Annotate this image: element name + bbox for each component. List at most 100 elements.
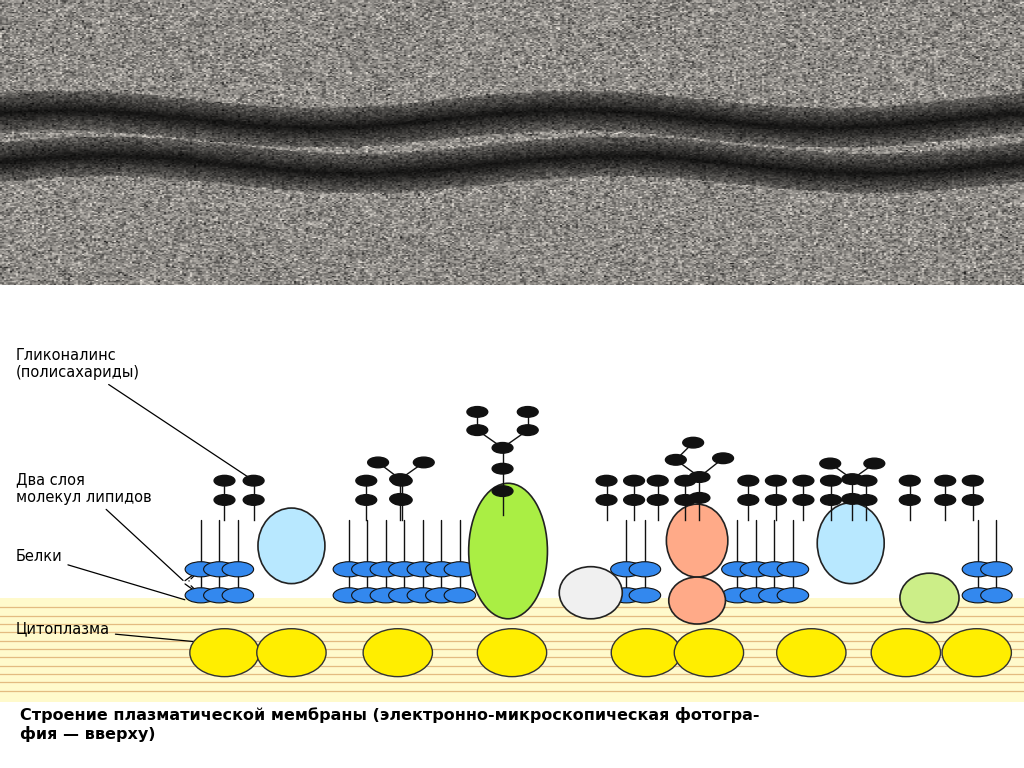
Ellipse shape <box>517 425 539 435</box>
Ellipse shape <box>689 492 710 503</box>
Text: Белки: Белки <box>15 549 184 600</box>
Ellipse shape <box>258 508 325 584</box>
Ellipse shape <box>493 463 513 474</box>
Ellipse shape <box>222 561 254 577</box>
Text: Цитоплазма: Цитоплазма <box>15 622 198 642</box>
Ellipse shape <box>493 442 513 453</box>
Ellipse shape <box>674 629 743 677</box>
Ellipse shape <box>426 561 457 577</box>
Ellipse shape <box>629 561 660 577</box>
Text: Два слоя
молекул липидов: Два слоя молекул липидов <box>15 472 183 581</box>
Ellipse shape <box>444 588 475 603</box>
Ellipse shape <box>222 588 254 603</box>
Ellipse shape <box>333 561 365 577</box>
Ellipse shape <box>477 629 547 677</box>
Ellipse shape <box>517 406 539 417</box>
Ellipse shape <box>467 425 487 435</box>
Ellipse shape <box>981 561 1012 577</box>
Ellipse shape <box>596 495 616 505</box>
Ellipse shape <box>777 588 809 603</box>
Ellipse shape <box>647 495 668 505</box>
Ellipse shape <box>963 588 993 603</box>
Ellipse shape <box>667 504 728 577</box>
Ellipse shape <box>935 495 955 505</box>
Ellipse shape <box>414 457 434 468</box>
Ellipse shape <box>356 495 377 505</box>
Ellipse shape <box>408 561 438 577</box>
Ellipse shape <box>467 406 487 417</box>
Ellipse shape <box>426 588 457 603</box>
Bar <box>0 598 1024 702</box>
Ellipse shape <box>675 475 695 486</box>
Ellipse shape <box>444 561 475 577</box>
Ellipse shape <box>244 495 264 505</box>
Ellipse shape <box>370 561 401 577</box>
Ellipse shape <box>942 629 1012 677</box>
Ellipse shape <box>722 588 754 603</box>
Ellipse shape <box>766 495 786 505</box>
Text: Строение плазматической мембраны (электронно-микроскопическая фотогра-
фия — вве: Строение плазматической мембраны (электр… <box>20 707 760 742</box>
Ellipse shape <box>214 475 234 486</box>
Ellipse shape <box>596 475 616 486</box>
Ellipse shape <box>244 475 264 486</box>
Ellipse shape <box>871 629 940 677</box>
Text: Гликоналинс
(полисахариды): Гликоналинс (полисахариды) <box>15 348 251 479</box>
Ellipse shape <box>390 494 411 505</box>
Ellipse shape <box>900 573 959 623</box>
Ellipse shape <box>364 629 432 677</box>
Ellipse shape <box>759 561 791 577</box>
Ellipse shape <box>391 475 412 486</box>
Ellipse shape <box>389 588 420 603</box>
Ellipse shape <box>391 495 412 505</box>
Ellipse shape <box>675 495 695 505</box>
Ellipse shape <box>981 588 1012 603</box>
Ellipse shape <box>666 455 686 465</box>
Ellipse shape <box>469 483 548 619</box>
Ellipse shape <box>759 588 791 603</box>
Ellipse shape <box>899 495 921 505</box>
Ellipse shape <box>856 475 877 486</box>
Ellipse shape <box>713 453 733 464</box>
Ellipse shape <box>738 495 759 505</box>
Ellipse shape <box>389 561 420 577</box>
Ellipse shape <box>370 588 401 603</box>
Ellipse shape <box>740 588 772 603</box>
Ellipse shape <box>856 495 877 505</box>
Ellipse shape <box>214 495 234 505</box>
Ellipse shape <box>390 474 411 485</box>
Ellipse shape <box>689 472 710 482</box>
Ellipse shape <box>935 475 955 486</box>
Ellipse shape <box>669 577 725 624</box>
Ellipse shape <box>351 588 383 603</box>
Ellipse shape <box>683 437 703 448</box>
Ellipse shape <box>777 561 809 577</box>
Ellipse shape <box>559 567 623 619</box>
Ellipse shape <box>899 475 921 486</box>
Ellipse shape <box>864 458 885 468</box>
Ellipse shape <box>368 457 388 468</box>
Ellipse shape <box>842 474 862 485</box>
Ellipse shape <box>624 475 644 486</box>
Ellipse shape <box>185 561 217 577</box>
Ellipse shape <box>820 458 841 468</box>
Ellipse shape <box>356 475 377 486</box>
Ellipse shape <box>351 561 383 577</box>
Ellipse shape <box>185 588 217 603</box>
Ellipse shape <box>629 588 660 603</box>
Ellipse shape <box>793 475 814 486</box>
Ellipse shape <box>408 588 438 603</box>
Ellipse shape <box>963 561 993 577</box>
Ellipse shape <box>189 629 259 677</box>
Ellipse shape <box>820 495 842 505</box>
Ellipse shape <box>493 486 513 496</box>
Ellipse shape <box>820 475 842 486</box>
Ellipse shape <box>610 588 642 603</box>
Ellipse shape <box>611 629 681 677</box>
Ellipse shape <box>963 475 983 486</box>
Ellipse shape <box>963 495 983 505</box>
Ellipse shape <box>740 561 772 577</box>
Ellipse shape <box>766 475 786 486</box>
Ellipse shape <box>842 494 862 505</box>
Ellipse shape <box>257 629 326 677</box>
Ellipse shape <box>333 588 365 603</box>
